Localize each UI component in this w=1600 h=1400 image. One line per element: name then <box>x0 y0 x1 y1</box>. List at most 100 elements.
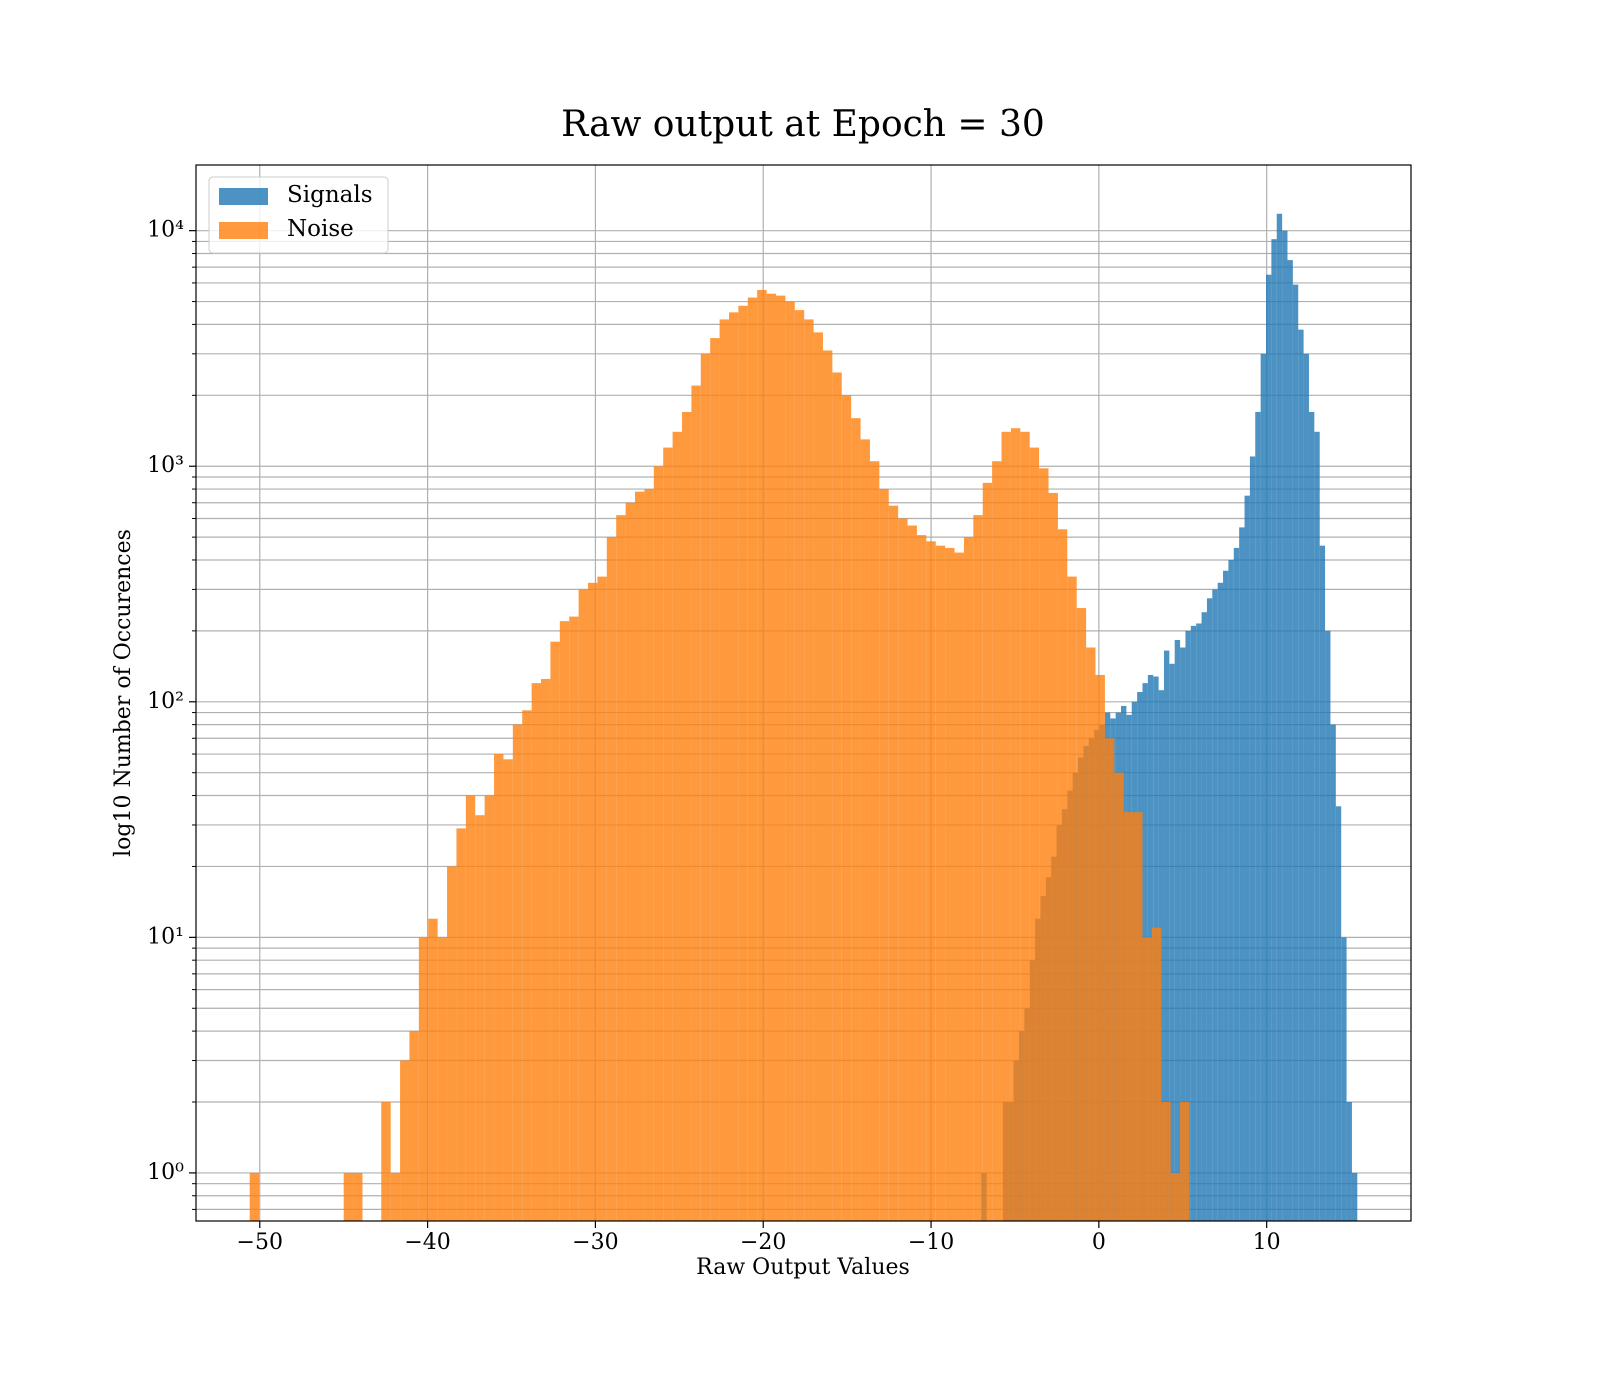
legend-label: Signals <box>287 182 373 208</box>
histogram-bar <box>390 1172 401 1221</box>
histogram-bar <box>1341 937 1347 1221</box>
histogram-bar <box>710 338 720 1221</box>
histogram-bar <box>1104 738 1115 1221</box>
histogram-bar <box>1086 647 1096 1221</box>
y-tick-label: 10² <box>147 689 184 714</box>
histogram-bar <box>1095 674 1105 1221</box>
histogram-bar <box>1282 230 1288 1222</box>
legend-swatch <box>219 188 268 205</box>
histogram-bar <box>1244 495 1250 1222</box>
histogram-bar <box>635 491 645 1221</box>
histogram-bar <box>447 866 457 1221</box>
histogram-bar <box>475 815 485 1221</box>
histogram-bar <box>822 350 833 1221</box>
histogram-bar <box>738 305 748 1221</box>
histogram-bar <box>1351 1172 1358 1221</box>
histogram-bar <box>841 395 852 1222</box>
histogram-bar <box>456 828 466 1221</box>
histogram-bar <box>418 937 429 1221</box>
histogram-bar <box>879 489 889 1222</box>
histogram-bar <box>663 447 673 1222</box>
histogram-bar <box>916 535 927 1221</box>
histogram-bar <box>1196 623 1202 1221</box>
histogram-bar <box>644 489 654 1222</box>
histogram-bar <box>1185 630 1191 1221</box>
histogram-bar <box>569 616 579 1221</box>
histogram-bar <box>691 385 701 1222</box>
histogram-bar <box>484 795 495 1221</box>
histogram-bar <box>503 759 513 1221</box>
histogram-bar <box>1133 812 1143 1221</box>
histogram-bar <box>1020 431 1030 1221</box>
histogram-bar <box>1292 284 1299 1221</box>
histogram-bar <box>992 461 1002 1222</box>
histogram-bar <box>1335 806 1342 1221</box>
histogram-bar <box>700 353 711 1221</box>
histogram-bar <box>1039 468 1049 1222</box>
histogram-bar <box>522 710 532 1221</box>
chart-title: Raw output at Epoch = 30 <box>561 104 1045 145</box>
histogram-bar <box>1260 353 1267 1221</box>
histogram-bar <box>757 289 767 1222</box>
histogram-bar <box>1010 428 1021 1221</box>
histogram-bar <box>1048 492 1058 1221</box>
x-tick-label: −50 <box>237 1230 283 1255</box>
histogram-bar <box>465 795 476 1221</box>
histogram-bar <box>1276 213 1283 1222</box>
plot-frame <box>195 164 1412 1222</box>
histogram-bar <box>1314 431 1320 1221</box>
histogram-bar <box>616 515 626 1221</box>
histogram-bar <box>682 411 692 1221</box>
histogram-bar <box>400 1060 410 1221</box>
histogram-bar <box>541 678 551 1221</box>
histogram-bar <box>437 937 448 1221</box>
x-tick-label: 0 <box>1092 1230 1106 1255</box>
x-tick-label: 10 <box>1253 1230 1281 1255</box>
histogram-bar <box>888 505 899 1221</box>
histogram-bar <box>963 537 974 1221</box>
x-tick-label: −40 <box>404 1230 450 1255</box>
histogram-bar <box>728 312 739 1221</box>
histogram-bar <box>982 482 993 1221</box>
histogram-bar <box>1228 559 1234 1221</box>
histogram-bar <box>1029 447 1040 1222</box>
histogram-bar <box>1346 1102 1352 1221</box>
legend-swatch <box>219 222 268 239</box>
histogram-bar <box>1303 353 1309 1221</box>
histogram-bar <box>1266 274 1272 1221</box>
histogram-bar <box>1001 431 1011 1221</box>
y-tick-label: 10⁴ <box>147 218 184 243</box>
histogram-bar <box>973 515 983 1221</box>
histogram-bar <box>625 502 636 1221</box>
histogram-bar <box>1067 576 1077 1221</box>
histogram-bar <box>597 576 607 1221</box>
histogram-bar <box>1212 589 1218 1221</box>
histogram-bar <box>1206 598 1213 1221</box>
histogram-bar <box>1249 456 1256 1221</box>
y-tick-label: 10¹ <box>147 924 184 949</box>
histogram-bar <box>1239 527 1245 1221</box>
histogram-bar <box>804 319 814 1221</box>
histogram-bar <box>1330 724 1336 1221</box>
histogram-bar <box>794 310 805 1221</box>
histogram-bar <box>1163 650 1170 1221</box>
histogram-bar <box>409 1031 419 1221</box>
histogram-bar <box>1180 647 1186 1221</box>
histogram-bar <box>898 518 908 1221</box>
histogram-bar <box>550 641 560 1221</box>
histogram-bar <box>832 372 842 1221</box>
histogram-bar <box>1142 937 1152 1221</box>
histogram-bar <box>907 525 917 1221</box>
histogram-bar <box>1190 625 1197 1221</box>
histogram-bar <box>1217 582 1224 1221</box>
y-tick-label: 10⁰ <box>147 1160 184 1185</box>
histogram-bar <box>559 621 570 1221</box>
histogram-bar <box>588 582 598 1221</box>
histogram-bar <box>1233 547 1240 1221</box>
histogram-bar <box>1174 639 1181 1221</box>
histogram-bar <box>1170 1172 1181 1221</box>
histogram-bar <box>785 301 795 1221</box>
histogram-bar <box>1114 772 1124 1221</box>
